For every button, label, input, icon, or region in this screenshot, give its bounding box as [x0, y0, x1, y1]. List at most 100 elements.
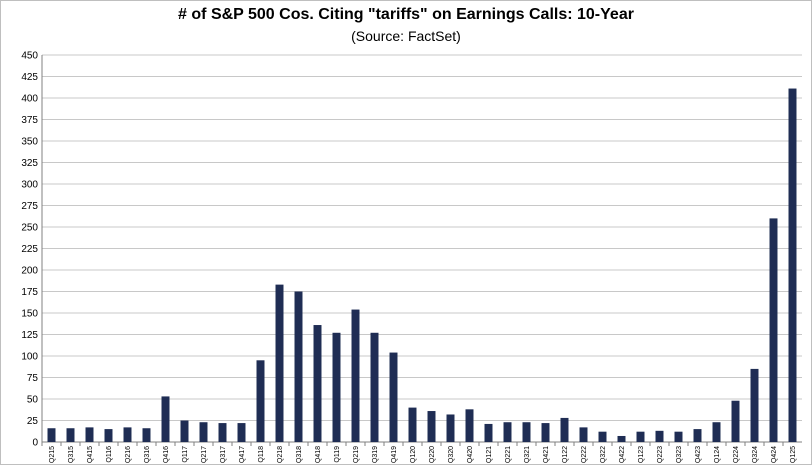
x-tick-label: Q125 [790, 446, 797, 463]
x-tick-label: Q216 [125, 446, 132, 463]
x-tick-label: Q217 [201, 446, 208, 463]
bar [465, 409, 474, 442]
bar [104, 429, 113, 442]
chart-title: # of S&P 500 Cos. Citing "tariffs" on Ea… [178, 6, 634, 23]
y-tick-label: 450 [21, 51, 38, 62]
y-tick-label: 75 [27, 373, 39, 384]
bar [636, 431, 645, 442]
x-tick-label: Q221 [505, 446, 512, 463]
y-tick-label: 350 [21, 137, 38, 148]
x-tick-label: Q316 [144, 446, 151, 463]
bar [180, 420, 189, 442]
x-tick-label: Q119 [334, 446, 341, 463]
bar [294, 291, 303, 442]
bar [579, 427, 588, 442]
x-tick-label: Q420 [467, 446, 474, 463]
y-tick-label: 0 [32, 438, 38, 449]
bar [560, 417, 569, 442]
x-tick-label: Q416 [163, 446, 170, 463]
x-tick-label: Q118 [258, 446, 265, 463]
y-tick-label: 200 [21, 266, 38, 277]
y-tick-label: 225 [21, 244, 38, 255]
bar [389, 352, 398, 442]
x-tick-label: Q421 [543, 446, 550, 463]
x-tick-label: Q422 [619, 446, 626, 463]
bar [750, 368, 759, 442]
x-tick-label: Q224 [733, 446, 740, 463]
x-tick-label: Q418 [315, 446, 322, 463]
bar [731, 400, 740, 442]
x-tick-label: Q319 [372, 446, 379, 463]
x-tick-label: Q123 [638, 446, 645, 463]
bar [541, 423, 550, 442]
x-tick-label: Q219 [353, 446, 360, 463]
bar [788, 88, 797, 442]
bar [446, 414, 455, 442]
y-tick-label: 125 [21, 330, 38, 341]
bar [161, 396, 170, 442]
y-tick-label: 275 [21, 201, 38, 212]
bar [408, 407, 417, 442]
x-tick-label: Q318 [296, 446, 303, 463]
x-tick-label: Q120 [410, 446, 417, 463]
bar [655, 430, 664, 442]
x-tick-label: Q417 [239, 446, 246, 463]
bar [199, 422, 208, 442]
y-tick-label: 300 [21, 180, 38, 191]
y-tick-label: 150 [21, 309, 38, 320]
bar [370, 332, 379, 442]
bar [123, 427, 132, 442]
x-tick-label: Q122 [562, 446, 569, 463]
y-tick-label: 375 [21, 115, 38, 126]
bar [769, 218, 778, 442]
bar [275, 284, 284, 442]
x-tick-label: Q116 [106, 446, 113, 463]
x-tick-label: Q121 [486, 446, 493, 463]
y-tick-label: 325 [21, 158, 38, 169]
y-tick-label: 400 [21, 94, 38, 105]
x-tick-label: Q320 [448, 446, 455, 463]
x-tick-label: Q223 [657, 446, 664, 463]
y-tick-label: 50 [27, 395, 39, 406]
x-tick-label: Q220 [429, 446, 436, 463]
bar [142, 428, 151, 442]
y-tick-label: 175 [21, 287, 38, 298]
y-tick-label: 425 [21, 72, 38, 83]
bar [85, 427, 94, 442]
x-tick-label: Q317 [220, 446, 227, 463]
bar [313, 325, 322, 442]
bar [503, 422, 512, 442]
x-tick-label: Q424 [771, 446, 778, 463]
y-tick-label: 25 [27, 416, 39, 427]
x-tick-label: Q222 [581, 446, 588, 463]
bar [712, 422, 721, 442]
x-tick-label: Q322 [600, 446, 607, 463]
y-tick-label: 250 [21, 223, 38, 234]
bar [351, 309, 360, 442]
bar [332, 332, 341, 442]
bar [66, 428, 75, 442]
bar [693, 429, 702, 442]
x-tick-label: Q321 [524, 446, 531, 463]
bar [427, 411, 436, 442]
bar [598, 431, 607, 442]
x-tick-label: Q117 [182, 446, 189, 463]
bar [218, 423, 227, 442]
bar [256, 360, 265, 442]
x-tick-label: Q324 [752, 446, 759, 463]
x-tick-label: Q323 [676, 446, 683, 463]
x-tick-label: Q423 [695, 446, 702, 463]
x-tick-label: Q215 [49, 446, 56, 463]
x-tick-label: Q315 [68, 446, 75, 463]
bar [237, 423, 246, 442]
x-tick-label: Q419 [391, 446, 398, 463]
x-tick-label: Q124 [714, 446, 721, 463]
bar [674, 431, 683, 442]
chart-subtitle: (Source: FactSet) [351, 28, 461, 44]
bar [47, 428, 56, 442]
x-tick-label: Q218 [277, 446, 284, 463]
y-tick-label: 100 [21, 352, 38, 363]
x-tick-label: Q415 [87, 446, 94, 463]
